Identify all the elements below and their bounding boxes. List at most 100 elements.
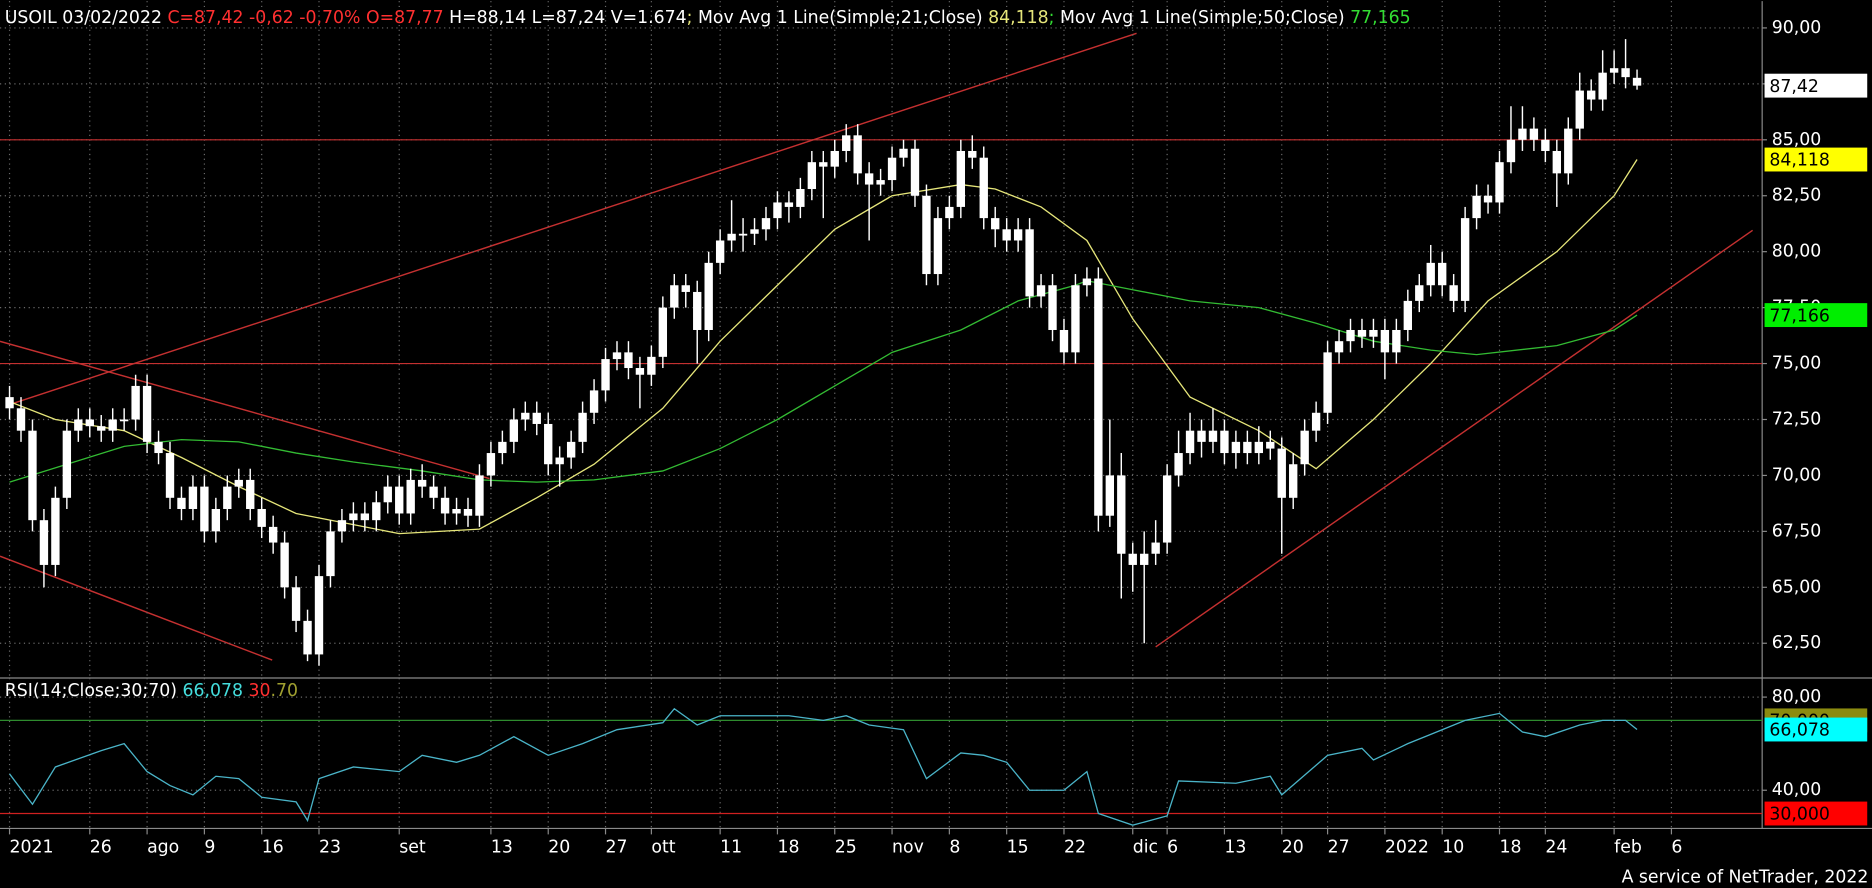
x-tick-label: 20 [548, 838, 570, 858]
trend-line [0, 555, 273, 661]
x-tick-label: 18 [777, 838, 799, 858]
candle-body [578, 412, 587, 442]
candle-body [1059, 329, 1069, 353]
candle-body [1621, 68, 1630, 78]
candle-body [1426, 262, 1435, 286]
rsi-line [9, 707, 1638, 826]
candle-body [417, 479, 427, 487]
candle-body [1598, 72, 1607, 100]
candle-body [372, 502, 381, 521]
y-tick-label: 85,00 [1772, 130, 1822, 150]
header-part: 30 [249, 681, 271, 701]
header-part: 77,165 [1350, 8, 1411, 28]
candle-body [383, 486, 392, 503]
candle-body [979, 157, 988, 219]
candle-body [727, 233, 736, 241]
candle-body [1025, 229, 1034, 297]
candle-body [246, 479, 255, 509]
value-badge [1764, 801, 1868, 826]
value-badge-label: 66,078 [1769, 721, 1830, 741]
header-part: ; [687, 8, 698, 28]
y-tick-label: 75,00 [1772, 354, 1822, 374]
candle-body [509, 419, 519, 442]
x-tick-label: dic [1133, 838, 1158, 858]
candle-body [1380, 329, 1390, 353]
header-part: Mov Avg 1 Line(Simple;50;Close) [1060, 8, 1350, 28]
footer: A service of NetTrader, 2022 [1622, 867, 1869, 887]
candle-body [1506, 139, 1516, 163]
candle-body [945, 206, 954, 219]
candle-body [154, 441, 163, 454]
candle-body [1552, 150, 1561, 174]
candle-body [1311, 412, 1321, 431]
x-tick-label: set [399, 838, 426, 858]
x-tick-label: 6 [1671, 838, 1682, 858]
candle-body [899, 148, 908, 158]
candle-body [1243, 441, 1252, 454]
candle-body [349, 513, 358, 521]
candle-body [1266, 441, 1275, 449]
candle-body [291, 587, 301, 621]
header-part: Mov Avg 1 Line(Simple;21;Close) [698, 8, 988, 28]
x-tick-label: 16 [262, 838, 284, 858]
candle-body [693, 291, 702, 330]
candle-body [1013, 229, 1023, 241]
candle-body [1002, 229, 1011, 241]
candle-body [1094, 278, 1103, 516]
candle-body [406, 479, 415, 514]
candle-body [842, 135, 851, 151]
candle-body [211, 508, 221, 532]
candle-body [5, 397, 14, 409]
candle-body [1495, 162, 1504, 203]
candle-body [1300, 430, 1309, 465]
candle-body [864, 173, 874, 185]
candle-body [188, 486, 198, 509]
candle-body [601, 359, 610, 391]
x-tick-label: 2021 [10, 838, 54, 858]
x-tick-label: ott [651, 838, 675, 858]
header-part: ; [1049, 8, 1060, 28]
trend-line [1155, 229, 1754, 648]
candle-body [956, 150, 966, 207]
candle-body [1632, 77, 1642, 86]
candle-body [521, 412, 530, 420]
candle-body [337, 520, 347, 532]
candle-body [360, 513, 370, 521]
value-badge-label: 77,166 [1769, 306, 1830, 326]
candle-body [876, 180, 885, 185]
candle-body [1151, 542, 1160, 554]
x-tick-label: 6 [1167, 838, 1178, 858]
candle-body [635, 368, 645, 375]
candle-body [119, 419, 129, 422]
candle-body [933, 218, 943, 275]
candle-body [532, 412, 541, 424]
y-tick-label: 72,50 [1772, 409, 1822, 429]
candle-body [1472, 195, 1481, 219]
chart-header: USOIL 03/02/2022 C=87,42 -0,62 -0,70% O=… [5, 8, 1411, 28]
candle-body [268, 526, 278, 543]
x-tick-label: ago [147, 838, 179, 858]
candle-body [704, 262, 713, 330]
chart-header: RSI(14;Close;30;70) 66,078 30.70 [5, 681, 298, 701]
candle-body [1082, 278, 1092, 286]
moving-average-line [9, 159, 1638, 535]
value-badge-label: 87,42 [1769, 77, 1819, 97]
candle-body [303, 620, 312, 655]
y-tick-label: 65,00 [1772, 577, 1822, 597]
trend-line [0, 340, 490, 480]
candle-body [85, 419, 94, 427]
candle-body [131, 385, 140, 420]
candle-body [1185, 430, 1195, 454]
candle-body [1174, 453, 1183, 476]
candle-body [761, 218, 771, 230]
y-tick-label: 70,00 [1772, 465, 1822, 485]
candle-body [612, 352, 622, 360]
y-tick-label: 80,00 [1772, 687, 1822, 707]
candle-body [1197, 430, 1206, 442]
x-tick-label: 23 [319, 838, 341, 858]
candle-body [1564, 128, 1573, 174]
candle-body [1518, 128, 1527, 140]
candle-body [1415, 285, 1424, 301]
